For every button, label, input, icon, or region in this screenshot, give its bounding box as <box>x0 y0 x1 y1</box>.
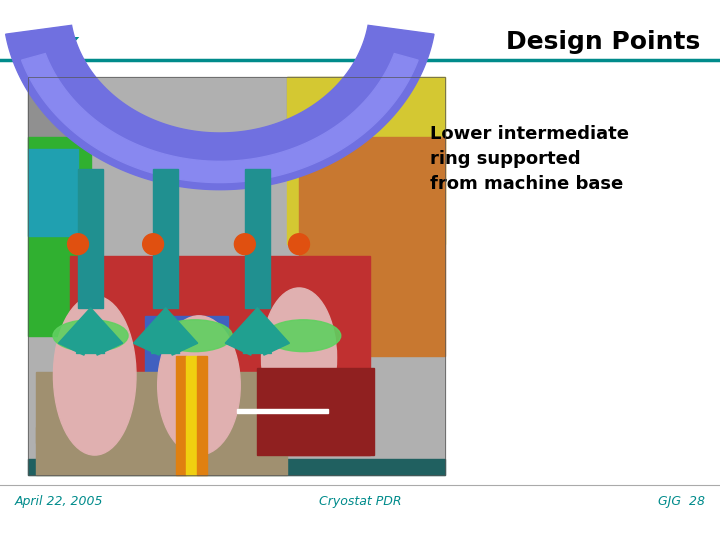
Text: GJG  28: GJG 28 <box>658 496 705 509</box>
Bar <box>186 356 197 475</box>
Bar <box>28 459 445 475</box>
Ellipse shape <box>157 320 233 352</box>
Polygon shape <box>22 53 418 183</box>
Bar <box>36 372 287 443</box>
Polygon shape <box>58 308 91 355</box>
Polygon shape <box>166 308 198 355</box>
Ellipse shape <box>53 296 136 455</box>
Circle shape <box>68 234 89 254</box>
Polygon shape <box>91 308 122 355</box>
Ellipse shape <box>266 320 341 352</box>
Bar <box>28 77 445 475</box>
Ellipse shape <box>158 316 240 455</box>
Polygon shape <box>225 308 257 355</box>
Text: Lower intermediate
ring supported
from machine base: Lower intermediate ring supported from m… <box>430 125 629 193</box>
Bar <box>197 356 207 475</box>
Text: Design Points: Design Points <box>505 30 700 54</box>
Text: April 22, 2005: April 22, 2005 <box>15 496 104 509</box>
Polygon shape <box>257 308 289 355</box>
Ellipse shape <box>53 320 128 352</box>
Bar <box>287 77 445 244</box>
Polygon shape <box>6 25 434 190</box>
Bar <box>145 316 228 415</box>
Bar <box>245 168 270 308</box>
Bar <box>28 77 445 475</box>
Bar <box>176 356 186 475</box>
Bar <box>153 168 178 308</box>
Circle shape <box>289 234 310 254</box>
Bar <box>287 77 361 148</box>
Bar <box>28 77 91 148</box>
Bar <box>28 137 91 336</box>
Bar <box>236 409 328 413</box>
Bar <box>299 137 445 356</box>
Ellipse shape <box>261 288 336 427</box>
Polygon shape <box>151 308 180 354</box>
Polygon shape <box>76 308 104 354</box>
Text: NCSX: NCSX <box>12 37 79 57</box>
Circle shape <box>143 234 163 254</box>
Text: Cryostat PDR: Cryostat PDR <box>319 496 401 509</box>
Polygon shape <box>133 308 166 355</box>
Circle shape <box>235 234 256 254</box>
Bar <box>78 168 103 308</box>
Bar <box>36 427 287 475</box>
Bar <box>28 148 78 236</box>
Polygon shape <box>243 308 271 354</box>
Bar <box>257 368 374 455</box>
Bar <box>70 256 370 455</box>
